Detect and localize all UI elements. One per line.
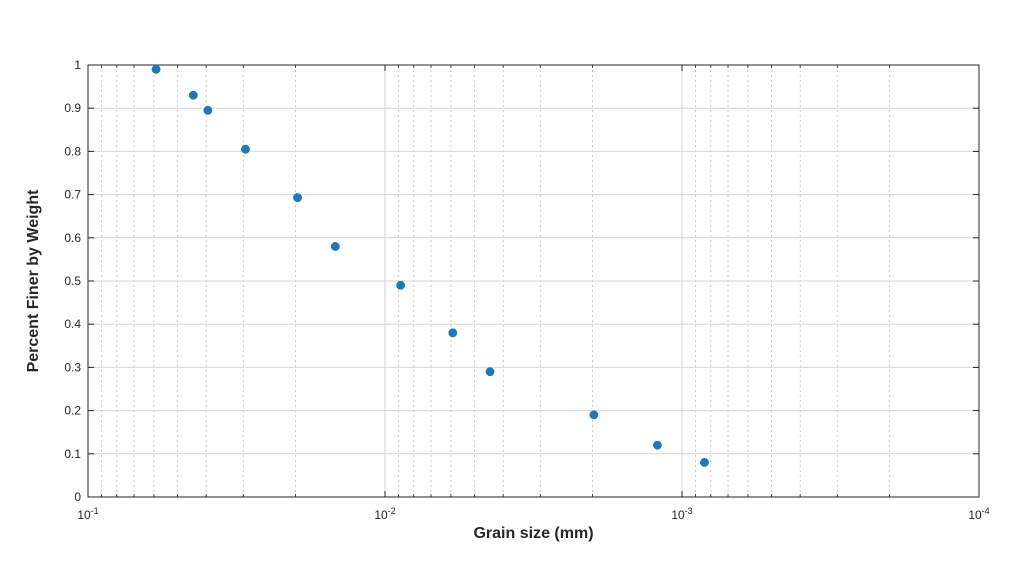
data-point bbox=[652, 440, 662, 450]
data-point bbox=[700, 457, 709, 467]
y-tick-label: 0.6 bbox=[64, 231, 81, 245]
y-tick-label: 0.3 bbox=[64, 360, 81, 374]
data-point bbox=[188, 90, 198, 100]
y-tick-label: 0.9 bbox=[64, 101, 81, 115]
x-tick-label: 10-4 bbox=[968, 506, 989, 522]
y-tick-label: 0.7 bbox=[64, 188, 81, 202]
y-tick-label: 0 bbox=[74, 490, 81, 504]
y-tick-label: 0.2 bbox=[64, 404, 81, 418]
y-tick-label: 0.4 bbox=[64, 317, 81, 331]
data-point bbox=[448, 328, 458, 338]
data-point bbox=[589, 410, 599, 420]
y-tick-label: 0.8 bbox=[64, 144, 81, 158]
data-point bbox=[241, 144, 250, 154]
y-axis-label: Percent Finer by Weight bbox=[25, 189, 42, 373]
data-point bbox=[485, 367, 495, 377]
y-tick-label: 0.5 bbox=[64, 274, 81, 288]
x-tick-label: 10-1 bbox=[77, 506, 98, 522]
data-point bbox=[396, 280, 406, 290]
grid-lines bbox=[87, 64, 980, 498]
plot-frame bbox=[87, 64, 980, 498]
x-tick-labels: 10-1 10-2 10-3 10-4 bbox=[77, 506, 989, 522]
y-tick-labels: 0 0.1 0.2 0.3 0.4 0.5 0.6 0.7 0.8 0.9 1 bbox=[64, 58, 81, 504]
data-points bbox=[151, 64, 709, 467]
data-point bbox=[330, 241, 340, 251]
x-tick-label: 10-2 bbox=[374, 506, 395, 522]
data-point bbox=[293, 193, 302, 203]
x-tick-label: 10-3 bbox=[671, 506, 692, 522]
y-tick-label: 1 bbox=[74, 58, 81, 72]
y-tick-label: 0.1 bbox=[64, 447, 81, 461]
data-point bbox=[203, 105, 213, 115]
data-point bbox=[151, 64, 161, 74]
x-axis-label: Grain size (mm) bbox=[473, 525, 593, 542]
